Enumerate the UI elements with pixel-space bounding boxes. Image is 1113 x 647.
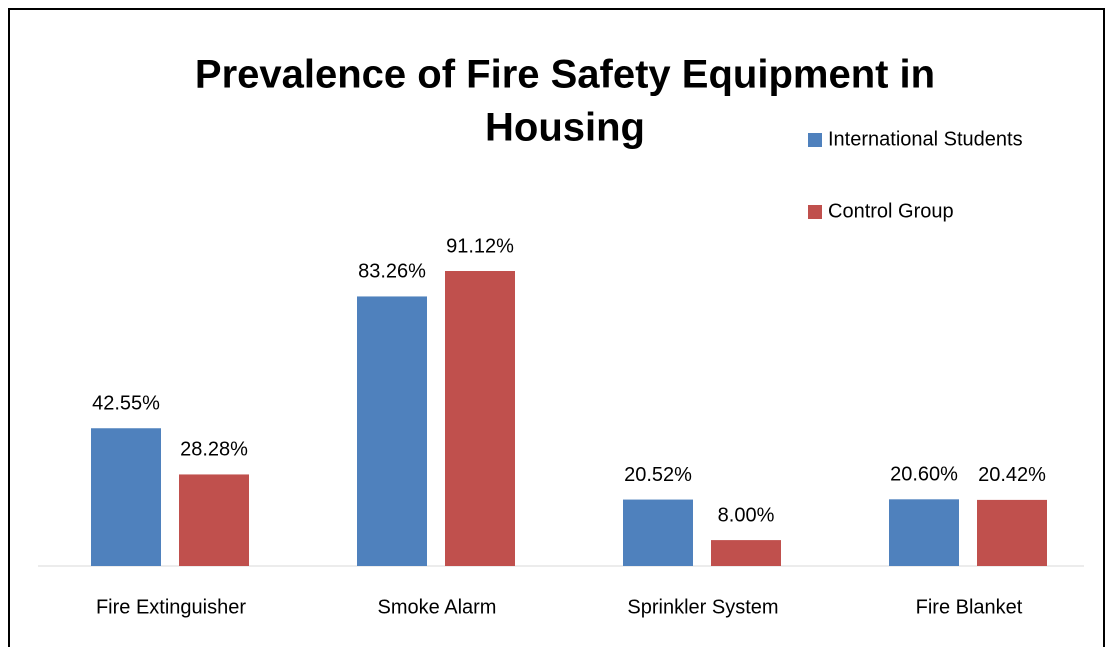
bar xyxy=(91,428,161,566)
x-tick-label: Fire Extinguisher xyxy=(96,596,246,618)
bar xyxy=(445,271,515,566)
x-tick-label: Smoke Alarm xyxy=(378,596,497,618)
x-tick-label: Fire Blanket xyxy=(916,596,1023,618)
data-label: 20.52% xyxy=(624,464,692,486)
data-label: 83.26% xyxy=(358,261,426,283)
data-label: 8.00% xyxy=(718,504,775,526)
data-label: 28.28% xyxy=(180,439,248,461)
chart-title: Prevalence of Fire Safety Equipment in xyxy=(195,53,935,97)
legend-swatch xyxy=(808,133,822,147)
data-label: 20.42% xyxy=(978,464,1046,486)
x-tick-label: Sprinkler System xyxy=(627,596,778,618)
legend-label: Control Group xyxy=(828,200,954,222)
legend-label: International Students xyxy=(828,128,1023,150)
data-label: 42.55% xyxy=(92,393,160,415)
bar xyxy=(711,540,781,566)
data-label: 91.12% xyxy=(446,235,514,257)
legend-swatch xyxy=(808,205,822,219)
chart-title: Housing xyxy=(485,106,645,150)
frame xyxy=(8,8,1105,647)
bar xyxy=(977,499,1047,566)
bar xyxy=(889,499,959,566)
data-label: 20.60% xyxy=(890,464,958,486)
bar xyxy=(357,296,427,566)
bar xyxy=(623,499,693,566)
bar xyxy=(179,474,249,566)
